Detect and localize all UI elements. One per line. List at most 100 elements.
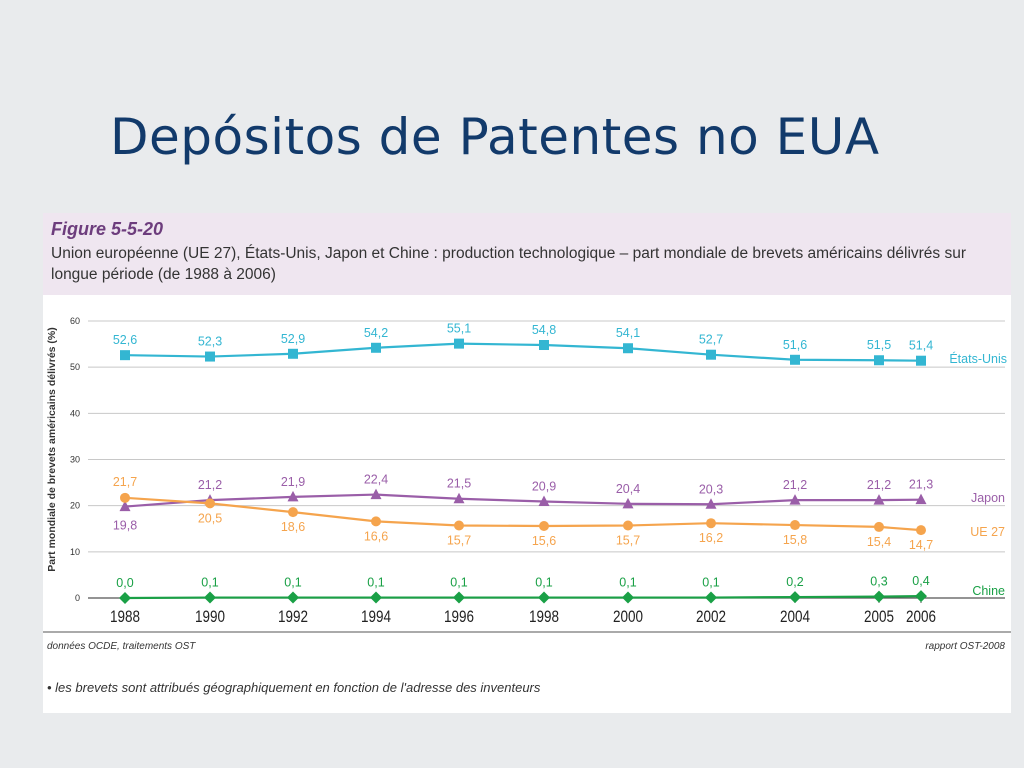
legend-label-japon: Japon [971, 491, 1005, 505]
marker-chine [915, 590, 927, 603]
data-label-etats-unis: 52,6 [113, 333, 137, 347]
data-label-japon: 19,8 [113, 519, 137, 533]
data-label-chine: 0,1 [702, 576, 719, 590]
data-label-ue-27: 14,7 [909, 538, 933, 552]
data-label-japon: 21,2 [867, 478, 891, 492]
marker-japon [119, 500, 131, 512]
figure-number: Figure 5-5-20 [51, 219, 164, 239]
x-tick-label-2005: 2005 [864, 607, 894, 626]
report-source: rapport OST-2008 [925, 641, 1005, 652]
marker-japon [370, 488, 382, 500]
data-label-ue-27: 15,8 [783, 533, 807, 547]
marker-chine [538, 591, 550, 604]
marker-japon [789, 494, 801, 505]
marker-etats-unis [874, 355, 884, 366]
data-label-chine: 0,2 [786, 575, 803, 589]
data-label-etats-unis: 54,2 [364, 326, 388, 340]
marker-ue-27 [454, 520, 464, 531]
marker-japon [873, 494, 885, 505]
marker-ue-27 [874, 521, 884, 532]
x-tick-label-1996: 1996 [444, 607, 474, 626]
marker-ue-27 [916, 525, 926, 536]
x-tick-label-2006: 2006 [906, 607, 936, 626]
marker-etats-unis [205, 351, 215, 362]
marker-etats-unis [288, 348, 298, 359]
y-axis-title: Part mondiale de brevets américains déli… [46, 327, 58, 572]
data-label-ue-27: 21,7 [113, 475, 137, 489]
data-label-etats-unis: 54,8 [532, 323, 556, 337]
x-tick-label-2004: 2004 [780, 607, 810, 626]
data-label-ue-27: 20,5 [198, 511, 222, 525]
data-label-chine: 0,1 [284, 576, 301, 590]
data-label-chine: 0,1 [619, 576, 636, 590]
marker-ue-27 [371, 516, 381, 527]
marker-etats-unis [916, 355, 926, 366]
marker-chine [204, 591, 216, 604]
y-tick-label: 20 [70, 501, 80, 511]
marker-chine [287, 591, 299, 604]
marker-ue-27 [623, 520, 633, 531]
data-label-chine: 0,1 [367, 576, 384, 590]
marker-chine [453, 591, 465, 604]
legend-label-chine: Chine [972, 584, 1005, 598]
data-label-japon: 20,4 [616, 482, 640, 496]
data-label-chine: 0,1 [535, 576, 552, 590]
x-tick-label-1988: 1988 [110, 607, 140, 626]
marker-ue-27 [205, 498, 215, 509]
data-label-japon: 21,3 [909, 478, 933, 492]
data-label-japon: 21,2 [783, 478, 807, 492]
marker-etats-unis [454, 338, 464, 349]
marker-etats-unis [371, 342, 381, 353]
data-label-etats-unis: 52,9 [281, 332, 305, 346]
marker-chine [705, 591, 717, 604]
data-label-ue-27: 15,7 [447, 534, 471, 548]
series-line-ue-27 [124, 496, 922, 532]
y-tick-label: 40 [70, 408, 80, 418]
marker-japon [622, 497, 634, 509]
marker-chine [789, 591, 801, 604]
marker-ue-27 [539, 520, 549, 531]
data-label-etats-unis: 55,1 [447, 322, 471, 336]
marker-ue-27 [120, 492, 130, 503]
marker-etats-unis [539, 340, 549, 351]
data-label-japon: 20,3 [699, 482, 723, 496]
data-label-etats-unis: 52,7 [699, 333, 723, 347]
x-tick-label-2000: 2000 [613, 607, 643, 626]
data-label-chine: 0,0 [116, 576, 133, 590]
marker-etats-unis [623, 343, 633, 354]
data-label-ue-27: 16,2 [699, 531, 723, 545]
y-tick-label: 60 [70, 316, 80, 326]
x-tick-label-1994: 1994 [361, 607, 391, 626]
marker-ue-27 [790, 520, 800, 531]
data-label-ue-27: 18,6 [281, 520, 305, 534]
data-label-japon: 21,5 [447, 477, 471, 491]
x-tick-label-1998: 1998 [529, 607, 559, 626]
data-label-japon: 20,9 [532, 480, 556, 494]
x-tick-label-1992: 1992 [278, 607, 308, 626]
marker-etats-unis [706, 349, 716, 360]
marker-chine [873, 590, 885, 603]
marker-japon [705, 498, 717, 509]
marker-etats-unis [790, 354, 800, 365]
data-label-etats-unis: 51,4 [909, 339, 933, 353]
marker-japon [915, 493, 927, 505]
data-label-ue-27: 16,6 [364, 529, 388, 543]
marker-chine [622, 591, 634, 604]
data-label-chine: 0,1 [450, 576, 467, 590]
marker-japon [538, 495, 550, 507]
footnote: • les brevets sont attribués géographiqu… [47, 680, 541, 695]
data-source: données OCDE, traitements OST [47, 641, 196, 652]
legend-label-ue-27: UE 27 [970, 525, 1005, 539]
y-tick-label: 50 [70, 362, 80, 372]
data-label-ue-27: 15,7 [616, 534, 640, 548]
figure-caption: Union européenne (UE 27), États-Unis, Ja… [51, 245, 967, 283]
figure-panel: Figure 5-5-20 Union européenne (UE 27), … [43, 213, 1011, 713]
series-line-chine [124, 595, 922, 600]
data-label-ue-27: 15,6 [532, 534, 556, 548]
marker-ue-27 [288, 507, 298, 518]
data-label-etats-unis: 54,1 [616, 326, 640, 340]
marker-chine [370, 591, 382, 604]
data-label-japon: 22,4 [364, 473, 388, 487]
line-chart: 0 10 20 30 40 50 60 Part mondiale de brevets am… [43, 316, 1011, 633]
data-label-chine: 0,3 [870, 575, 887, 589]
